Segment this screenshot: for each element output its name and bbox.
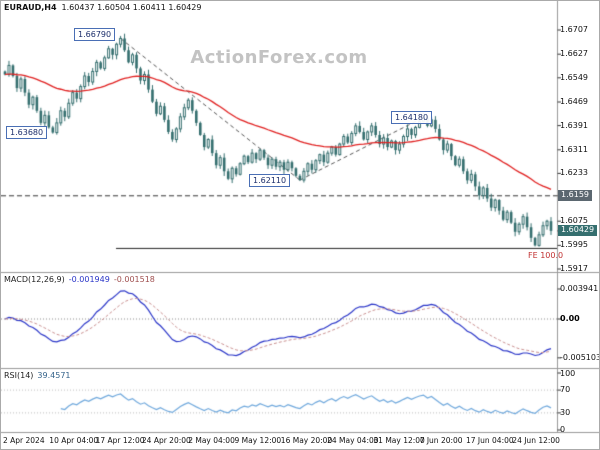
macd-indicator-label: MACD(12,26,9) -0.001949 -0.001518 <box>4 275 155 284</box>
callout-163680[interactable]: 1.63680 <box>6 126 48 140</box>
x-axis-label: 9 May 12:00 <box>234 436 282 445</box>
macd-main-value: -0.001949 <box>68 275 110 284</box>
rsi-axis-label: 0 <box>560 425 566 434</box>
callout-166790[interactable]: 1.66790 <box>74 28 116 42</box>
y-axis-label: 1.6627 <box>560 49 588 59</box>
x-axis-label: 24 Apr 20:00 <box>141 436 191 445</box>
macd-signal-value: -0.001518 <box>113 275 155 284</box>
x-axis-label: 2 Apr 2024 <box>3 436 45 445</box>
x-axis-label: 2 May 04:00 <box>188 436 235 445</box>
callout-164180[interactable]: 1.64180 <box>391 111 433 125</box>
rsi-axis-label: 30 <box>560 407 571 417</box>
y-axis-label: 1.6549 <box>560 72 588 82</box>
fibonacci-expansion-label[interactable]: FE 100.0 <box>528 251 564 260</box>
macd-axis-label: 0.003941 <box>560 283 599 293</box>
y-axis-label: 1.6469 <box>560 97 588 106</box>
rsi-axis-label: 100 <box>560 369 576 378</box>
y-axis-label: 1.6233 <box>560 168 588 178</box>
level-price-tag[interactable]: 1.6159 <box>558 190 592 201</box>
ohlc-values: 1.60437 1.60504 1.60411 1.60429 <box>61 3 202 12</box>
x-axis-label: 24 Jun 12:00 <box>512 436 560 445</box>
rsi-value: 39.4571 <box>37 371 71 380</box>
chart-header: EURAUD,H4 1.60437 1.60504 1.60411 1.60429 <box>4 3 201 12</box>
x-axis-label: 10 Apr 04:00 <box>49 436 99 445</box>
y-axis-label: 1.6075 <box>560 216 588 226</box>
x-axis-label: 16 May 20:00 <box>280 436 333 445</box>
y-axis-label: 1.5995 <box>560 240 588 250</box>
rsi-indicator-label: RSI(14) 39.4571 <box>4 371 71 380</box>
x-axis-label: 17 Jun 04:00 <box>466 436 514 445</box>
current-price-tag: 1.60429 <box>558 225 598 236</box>
macd-axis-label: 0.00 <box>560 314 580 323</box>
x-axis-label: 7 Jun 20:00 <box>419 436 463 445</box>
rsi-axis-label: 70 <box>560 385 571 395</box>
x-axis-label: 24 May 04:00 <box>327 436 379 445</box>
callout-162110[interactable]: 1.62110 <box>249 174 291 188</box>
rsi-title: RSI(14) <box>4 371 34 380</box>
y-axis-label: 1.5917 <box>560 264 588 273</box>
symbol-period-label: EURAUD,H4 <box>4 3 57 12</box>
x-axis-label: 17 Apr 12:00 <box>95 436 145 445</box>
y-axis-label: 1.6391 <box>560 120 588 130</box>
macd-title: MACD(12,26,9) <box>4 275 65 284</box>
y-axis-label: 1.6707 <box>560 25 588 34</box>
x-axis-label: 31 May 12:00 <box>373 436 425 445</box>
y-axis-label: 1.6311 <box>560 144 588 154</box>
macd-axis-label: -0.005103 <box>560 352 600 362</box>
